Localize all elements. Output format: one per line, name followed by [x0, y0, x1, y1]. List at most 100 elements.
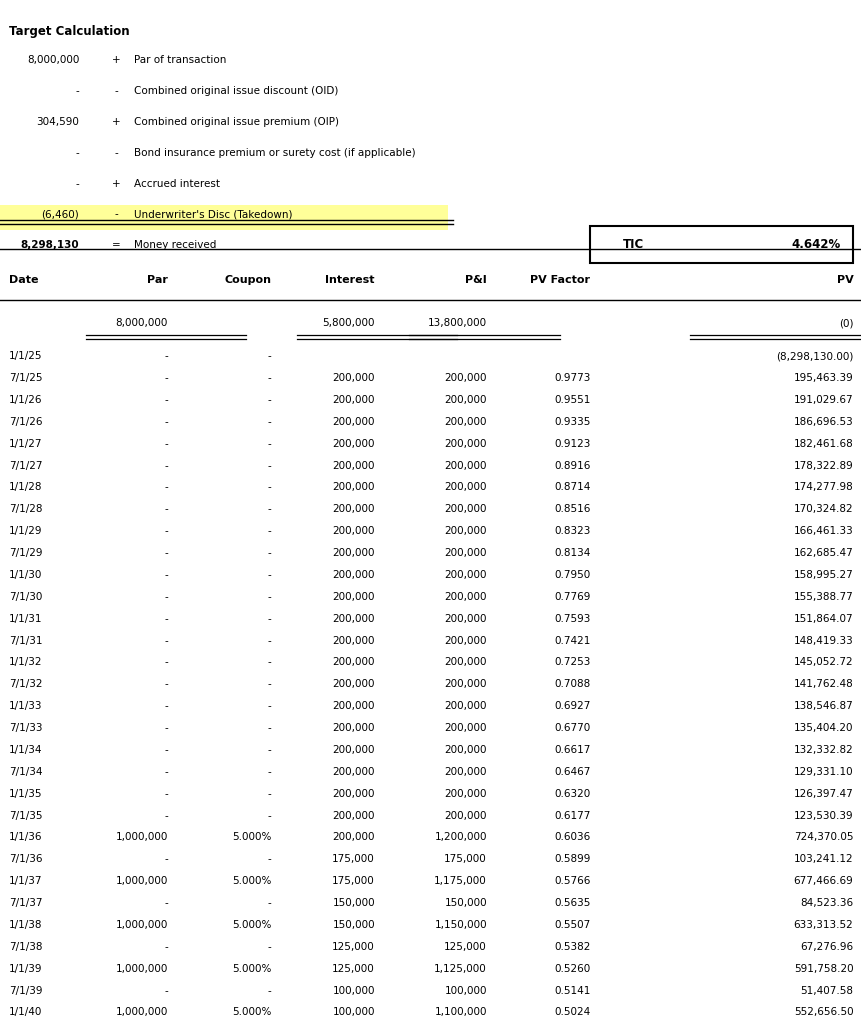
Text: 724,370.05: 724,370.05	[793, 833, 852, 842]
Text: 200,000: 200,000	[332, 504, 375, 515]
Text: -: -	[164, 789, 168, 799]
Text: 1/1/32: 1/1/32	[9, 657, 42, 668]
Text: -: -	[76, 179, 79, 189]
Text: 155,388.77: 155,388.77	[793, 592, 852, 602]
Text: 0.6617: 0.6617	[554, 745, 590, 755]
Text: 200,000: 200,000	[444, 417, 486, 427]
Text: 191,029.67: 191,029.67	[793, 395, 852, 405]
Text: Interest: Interest	[325, 275, 375, 286]
Text: 103,241.12: 103,241.12	[793, 854, 852, 865]
Text: 200,000: 200,000	[444, 439, 486, 449]
Text: -: -	[115, 86, 118, 97]
Text: 175,000: 175,000	[443, 854, 486, 865]
Text: -: -	[164, 767, 168, 776]
Text: 125,000: 125,000	[443, 942, 486, 952]
Text: 7/1/33: 7/1/33	[9, 723, 42, 733]
Text: 1/1/39: 1/1/39	[9, 963, 42, 974]
Text: Par: Par	[147, 275, 168, 286]
Text: 200,000: 200,000	[332, 701, 375, 712]
Text: 7/1/25: 7/1/25	[9, 373, 42, 383]
Text: 135,404.20: 135,404.20	[793, 723, 852, 733]
Text: 5,800,000: 5,800,000	[322, 318, 375, 329]
Text: 1/1/25: 1/1/25	[9, 351, 42, 362]
Text: -: -	[164, 723, 168, 733]
Text: 1,000,000: 1,000,000	[115, 963, 168, 974]
Text: 1/1/36: 1/1/36	[9, 833, 42, 842]
Text: 182,461.68: 182,461.68	[793, 439, 852, 449]
Text: 0.9551: 0.9551	[554, 395, 590, 405]
FancyBboxPatch shape	[590, 226, 852, 263]
Text: -: -	[268, 986, 271, 995]
Text: -: -	[164, 439, 168, 449]
Text: 100,000: 100,000	[332, 986, 375, 995]
Text: -: -	[268, 810, 271, 821]
Text: 4.642%: 4.642%	[790, 238, 839, 251]
Text: -: -	[164, 570, 168, 580]
Text: 200,000: 200,000	[332, 767, 375, 776]
Text: 200,000: 200,000	[444, 570, 486, 580]
Text: 200,000: 200,000	[444, 526, 486, 536]
Text: 148,419.33: 148,419.33	[793, 636, 852, 646]
Text: 200,000: 200,000	[332, 810, 375, 821]
Text: 129,331.10: 129,331.10	[793, 767, 852, 776]
Text: -: -	[164, 898, 168, 908]
Text: 100,000: 100,000	[332, 1007, 375, 1018]
FancyBboxPatch shape	[0, 205, 448, 230]
Text: -: -	[164, 592, 168, 602]
Text: 200,000: 200,000	[444, 461, 486, 470]
Text: 591,758.20: 591,758.20	[793, 963, 852, 974]
Text: 0.9335: 0.9335	[554, 417, 590, 427]
Text: 200,000: 200,000	[444, 701, 486, 712]
Text: 7/1/39: 7/1/39	[9, 986, 42, 995]
Text: Money received: Money received	[133, 240, 216, 251]
Text: 125,000: 125,000	[331, 963, 375, 974]
Text: -: -	[164, 614, 168, 623]
Text: 1/1/38: 1/1/38	[9, 920, 42, 930]
Text: 7/1/35: 7/1/35	[9, 810, 42, 821]
Text: -: -	[164, 680, 168, 689]
Text: 1/1/26: 1/1/26	[9, 395, 42, 405]
Text: 0.5382: 0.5382	[554, 942, 590, 952]
Text: 5.000%: 5.000%	[232, 920, 271, 930]
Text: -: -	[268, 526, 271, 536]
Text: 166,461.33: 166,461.33	[793, 526, 852, 536]
Text: 0.6320: 0.6320	[554, 789, 590, 799]
Text: -: -	[268, 745, 271, 755]
Text: 1,125,000: 1,125,000	[434, 963, 486, 974]
Text: -: -	[164, 942, 168, 952]
Text: -: -	[164, 657, 168, 668]
Text: PV Factor: PV Factor	[530, 275, 590, 286]
Text: 5.000%: 5.000%	[232, 876, 271, 886]
Text: TIC: TIC	[623, 238, 643, 251]
Text: 0.5635: 0.5635	[554, 898, 590, 908]
Text: 7/1/29: 7/1/29	[9, 548, 42, 558]
Text: 1/1/40: 1/1/40	[9, 1007, 42, 1018]
Text: -: -	[268, 680, 271, 689]
Text: 200,000: 200,000	[332, 592, 375, 602]
Text: 145,052.72: 145,052.72	[793, 657, 852, 668]
Text: 7/1/27: 7/1/27	[9, 461, 42, 470]
Text: 158,995.27: 158,995.27	[793, 570, 852, 580]
Text: 1/1/27: 1/1/27	[9, 439, 42, 449]
Text: -: -	[268, 504, 271, 515]
Text: 7/1/32: 7/1/32	[9, 680, 42, 689]
Text: Target Calculation: Target Calculation	[9, 25, 129, 38]
Text: 0.5260: 0.5260	[554, 963, 590, 974]
Text: 7/1/28: 7/1/28	[9, 504, 42, 515]
Text: -: -	[268, 351, 271, 362]
Text: -: -	[164, 373, 168, 383]
Text: 0.6467: 0.6467	[554, 767, 590, 776]
Text: 200,000: 200,000	[332, 461, 375, 470]
Text: Par of transaction: Par of transaction	[133, 55, 226, 66]
Text: 0.8323: 0.8323	[554, 526, 590, 536]
Text: 0.9123: 0.9123	[554, 439, 590, 449]
Text: -: -	[164, 526, 168, 536]
Text: (6,460): (6,460)	[41, 210, 79, 220]
Text: 0.9773: 0.9773	[554, 373, 590, 383]
Text: +: +	[112, 179, 121, 189]
Text: -: -	[268, 723, 271, 733]
Text: -: -	[268, 701, 271, 712]
Text: -: -	[164, 351, 168, 362]
Text: 200,000: 200,000	[332, 636, 375, 646]
Text: 200,000: 200,000	[444, 767, 486, 776]
